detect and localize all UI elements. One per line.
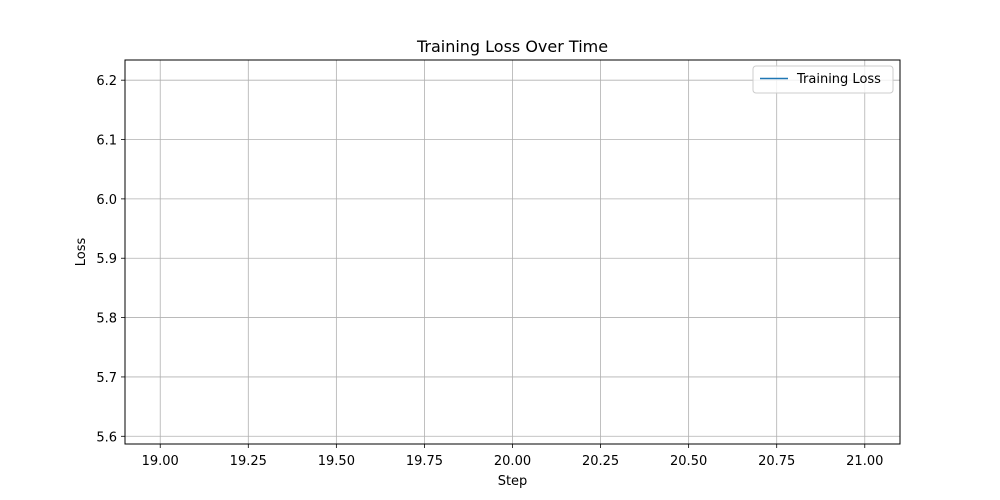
x-tick-label: 20.25	[582, 454, 619, 469]
y-tick-label: 6.1	[96, 134, 117, 149]
x-tick-label: 19.25	[230, 454, 267, 469]
x-tick-label: 19.50	[318, 454, 355, 469]
chart-title: Training Loss Over Time	[416, 37, 608, 56]
x-tick-label: 19.75	[406, 454, 443, 469]
y-tick-label: 5.9	[96, 252, 117, 267]
y-tick-label: 6.0	[96, 193, 117, 208]
x-tick-label: 19.00	[142, 454, 179, 469]
y-tick-label: 6.2	[96, 74, 117, 89]
y-tick-label: 5.6	[96, 430, 117, 445]
x-axis-label: Step	[498, 474, 528, 489]
x-tick-label: 21.00	[846, 454, 883, 469]
legend-box	[752, 65, 894, 94]
x-tick-label: 20.75	[758, 454, 795, 469]
x-tick-label: 20.50	[670, 454, 707, 469]
y-tick-label: 5.7	[96, 371, 117, 386]
y-axis-label: Loss	[74, 238, 89, 267]
y-tick-label: 5.8	[96, 312, 117, 327]
legend-label-training-loss: Training Loss	[796, 72, 881, 87]
x-axis-ticks: 19.00 19.25 19.50 19.75 20.00 20.25 20.50 20.75…	[142, 444, 883, 469]
x-tick-label: 20.00	[494, 454, 531, 469]
y-axis-ticks: 5.6 5.7 5.8 5.9 6.0 6.1 6.2	[96, 74, 125, 445]
legend: Training Loss	[752, 65, 894, 94]
